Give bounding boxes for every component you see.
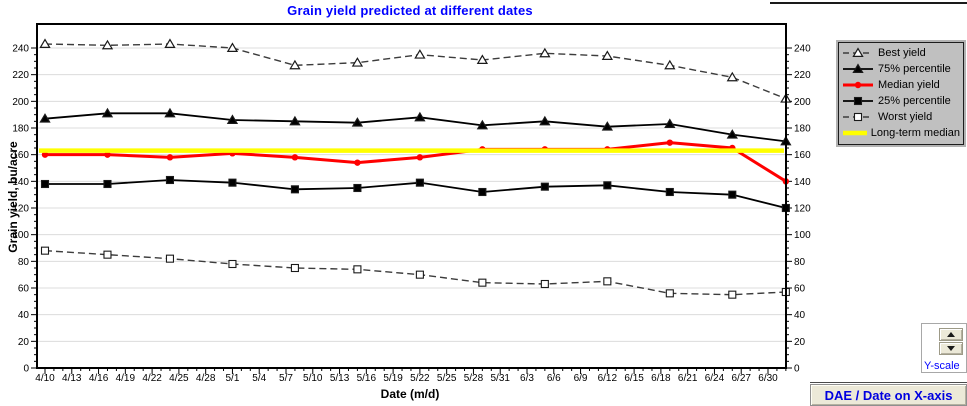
svg-text:4/28: 4/28 — [196, 373, 216, 384]
svg-text:4/19: 4/19 — [116, 373, 136, 384]
x-axis-label: Date (m/d) — [380, 387, 440, 401]
svg-text:6/21: 6/21 — [678, 373, 698, 384]
legend-item-label: Median yield — [878, 79, 940, 91]
svg-text:220: 220 — [794, 70, 811, 81]
svg-text:120: 120 — [794, 204, 811, 215]
svg-text:160: 160 — [794, 150, 811, 161]
series-median-yield — [41, 139, 790, 185]
svg-text:5/19: 5/19 — [383, 373, 403, 384]
svg-text:6/24: 6/24 — [705, 373, 725, 384]
svg-text:140: 140 — [12, 177, 29, 188]
legend-marker-icon — [843, 96, 873, 106]
svg-text:5/22: 5/22 — [410, 373, 430, 384]
svg-text:6/30: 6/30 — [758, 373, 778, 384]
y-scale-label: Y-scale — [924, 360, 960, 372]
svg-text:0: 0 — [23, 364, 29, 375]
svg-text:20: 20 — [18, 337, 30, 348]
svg-text:80: 80 — [18, 257, 30, 268]
svg-text:100: 100 — [12, 230, 29, 241]
grain-yield-chart: 0 0 20 20 40 40 60 60 80 80 100 100 120 120 140 140 160 1… — [12, 23, 811, 384]
svg-text:240: 240 — [12, 44, 29, 55]
svg-text:160: 160 — [12, 150, 29, 161]
legend-marker-icon — [843, 112, 873, 122]
legend-item-label: 75% percentile — [878, 63, 951, 75]
legend-item-best-yield: Best yield — [839, 45, 963, 61]
legend-item-label: Best yield — [878, 47, 926, 59]
svg-text:5/16: 5/16 — [357, 373, 377, 384]
chart-title: Grain yield predicted at different dates — [287, 3, 533, 18]
y-axis-ticks: 0 0 20 20 40 40 60 60 80 80 100 100 120 120 140 140 160 1… — [12, 44, 811, 375]
svg-text:60: 60 — [18, 284, 30, 295]
dae-date-x-axis-button[interactable]: DAE / Date on X-axis — [810, 384, 967, 406]
svg-text:220: 220 — [12, 70, 29, 81]
legend-marker-icon — [843, 81, 873, 89]
legend-item-25-percentile: 25% percentile — [839, 93, 963, 109]
svg-text:20: 20 — [794, 337, 806, 348]
series-best-yield — [39, 38, 792, 103]
svg-text:4/13: 4/13 — [62, 373, 82, 384]
legend-item-long-term-median: Long-term median — [839, 125, 963, 141]
svg-text:5/7: 5/7 — [279, 373, 293, 384]
window-edge-line — [770, 2, 967, 4]
legend-item-label: Worst yield — [878, 111, 933, 123]
svg-text:4/16: 4/16 — [89, 373, 109, 384]
plot-border — [36, 23, 787, 369]
svg-text:60: 60 — [794, 284, 806, 295]
legend-item-median-yield: Median yield — [839, 77, 963, 93]
svg-text:5/31: 5/31 — [490, 373, 510, 384]
svg-text:6/18: 6/18 — [651, 373, 671, 384]
arrow-down-icon — [947, 346, 955, 351]
legend-item-worst-yield: Worst yield — [839, 109, 963, 125]
series-25-percentile — [40, 175, 790, 213]
svg-text:180: 180 — [794, 124, 811, 135]
svg-text:40: 40 — [18, 310, 30, 321]
svg-text:6/12: 6/12 — [598, 373, 618, 384]
svg-text:180: 180 — [12, 124, 29, 135]
svg-text:200: 200 — [794, 97, 811, 108]
svg-text:6/15: 6/15 — [624, 373, 644, 384]
gridlines — [37, 47, 786, 342]
svg-text:5/28: 5/28 — [464, 373, 484, 384]
legend-marker-icon — [843, 130, 867, 136]
legend-marker-icon — [843, 63, 873, 73]
svg-text:4/25: 4/25 — [169, 373, 189, 384]
svg-text:120: 120 — [12, 204, 29, 215]
legend-item-75-percentile: 75% percentile — [839, 61, 963, 77]
svg-text:80: 80 — [794, 257, 806, 268]
legend: Best yield 75% percentile Median yield 25% … — [838, 42, 964, 145]
x-axis-ticks: 4/10 4/13 4/16 4/19 4/22 4/25 4/28 5/1 5/4 5/7 5/1… — [35, 368, 787, 384]
svg-text:4/22: 4/22 — [142, 373, 162, 384]
svg-text:6/9: 6/9 — [574, 373, 588, 384]
svg-text:4/10: 4/10 — [35, 373, 55, 384]
svg-text:0: 0 — [794, 364, 800, 375]
legend-marker-icon — [843, 47, 873, 57]
series-75-percentile — [39, 107, 792, 146]
svg-text:5/25: 5/25 — [437, 373, 457, 384]
svg-text:40: 40 — [794, 310, 806, 321]
svg-text:5/4: 5/4 — [252, 373, 266, 384]
svg-text:6/27: 6/27 — [731, 373, 751, 384]
legend-item-label: 25% percentile — [878, 95, 951, 107]
y-scale-up-button[interactable] — [939, 328, 963, 341]
svg-text:200: 200 — [12, 97, 29, 108]
svg-text:6/3: 6/3 — [520, 373, 534, 384]
svg-text:140: 140 — [794, 177, 811, 188]
series-worst-yield — [40, 246, 790, 299]
svg-text:5/13: 5/13 — [330, 373, 350, 384]
arrow-up-icon — [947, 332, 955, 337]
svg-text:5/10: 5/10 — [303, 373, 323, 384]
svg-text:100: 100 — [794, 230, 811, 241]
bottom-right-panel: DAE / Date on X-axis — [810, 382, 967, 406]
legend-item-label: Long-term median — [870, 127, 960, 139]
svg-text:5/1: 5/1 — [225, 373, 239, 384]
y-scale-panel: Y-scale — [921, 323, 967, 373]
svg-text:240: 240 — [794, 44, 811, 55]
y-scale-down-button[interactable] — [939, 342, 963, 355]
svg-text:6/6: 6/6 — [547, 373, 561, 384]
